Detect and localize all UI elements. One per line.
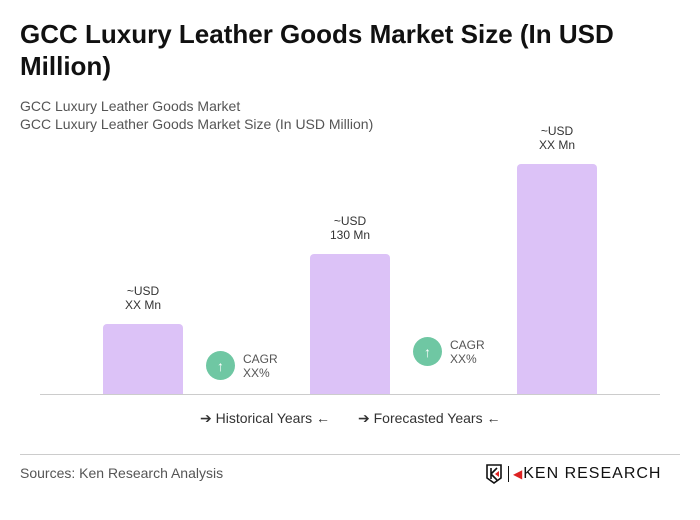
data-label-line: XX Mn bbox=[538, 137, 575, 152]
cagr-value: XX% bbox=[243, 365, 270, 380]
divider bbox=[20, 454, 680, 455]
arrow-right-icon: ➔ bbox=[358, 410, 370, 426]
cagr-badge: ↑ CAGR XX% bbox=[413, 337, 485, 366]
legend-forecasted: ➔ Forecasted Years ← bbox=[358, 410, 500, 427]
data-label: ~USD XX Mn bbox=[83, 284, 203, 312]
data-label-line: ~USD bbox=[333, 214, 367, 228]
arrow-up-icon: ↑ bbox=[413, 337, 442, 366]
arrow-left-icon: ← bbox=[486, 410, 501, 426]
bar bbox=[517, 163, 597, 394]
arrow-left-icon: ← bbox=[316, 410, 331, 426]
arrow-right-icon: ➔ bbox=[200, 410, 212, 426]
data-label: ~USD 130 Mn bbox=[290, 214, 410, 242]
cagr-value: XX% bbox=[450, 351, 477, 366]
subtitle: GCC Luxury Leather Goods Market bbox=[20, 98, 241, 114]
bar bbox=[310, 254, 390, 394]
bar bbox=[103, 324, 183, 394]
ken-research-logo: ◀ KEN RESEARCH bbox=[486, 464, 661, 484]
subtitle-2: GCC Luxury Leather Goods Market Size (In… bbox=[20, 116, 374, 132]
arrow-up-icon: ↑ bbox=[206, 351, 235, 380]
legend-label: Historical Years bbox=[215, 410, 313, 426]
cagr-badge: ↑ CAGR XX% bbox=[206, 351, 278, 380]
data-label-line: 130 Mn bbox=[329, 228, 371, 242]
x-axis bbox=[40, 394, 660, 395]
legend-historical: ➔ Historical Years ← bbox=[200, 410, 330, 427]
legend-label: Forecasted Years bbox=[373, 410, 483, 426]
logo-icon bbox=[486, 464, 502, 484]
data-label: ~USD XX Mn bbox=[497, 124, 617, 152]
chart-title: GCC Luxury Leather Goods Market Size (In… bbox=[20, 19, 614, 81]
data-label-line: ~USD bbox=[126, 284, 160, 298]
source-note: Sources: Ken Research Analysis bbox=[20, 465, 224, 481]
data-label-line: XX Mn bbox=[124, 298, 161, 312]
data-label-line: ~USD bbox=[540, 123, 574, 138]
cagr-label: CAGR bbox=[450, 337, 485, 352]
cagr-label: CAGR bbox=[243, 351, 278, 366]
